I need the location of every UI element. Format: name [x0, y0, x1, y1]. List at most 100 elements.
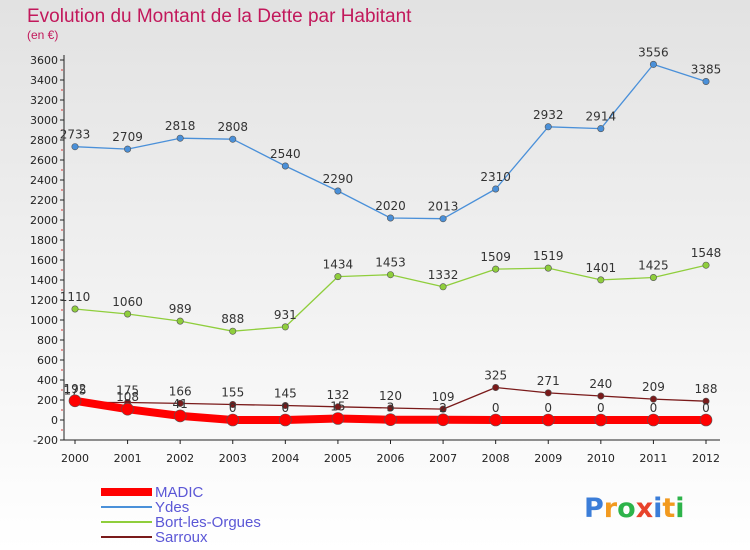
data-label-ydes: 3385	[691, 63, 722, 77]
data-point-ydes	[386, 214, 394, 222]
data-point-madic	[226, 413, 240, 427]
y-tick-label: -200	[33, 434, 58, 447]
data-point-sarroux	[229, 400, 237, 408]
y-tick-label: 800	[37, 334, 58, 347]
y-tick-label: 0	[51, 414, 58, 427]
data-point-ydes	[124, 145, 132, 153]
data-label-bort-les-orgues: 1453	[375, 256, 406, 270]
x-tick-label: 2002	[166, 452, 194, 465]
data-point-sarroux	[544, 389, 552, 397]
data-point-madic	[541, 413, 555, 427]
data-point-ydes	[702, 78, 710, 86]
data-label-sarroux: 209	[642, 380, 665, 394]
data-point-sarroux	[334, 403, 342, 411]
data-label-bort-les-orgues: 888	[221, 312, 244, 326]
data-point-bort-les-orgues	[702, 261, 710, 269]
data-point-bort-les-orgues	[229, 327, 237, 335]
data-point-ydes	[334, 187, 342, 195]
x-tick-label: 2012	[692, 452, 720, 465]
y-tick-label: 600	[37, 354, 58, 367]
data-point-bort-les-orgues	[597, 276, 605, 284]
y-tick-label: 3200	[30, 94, 58, 107]
data-label-sarroux: 240	[589, 377, 612, 391]
data-label-ydes: 2020	[375, 199, 406, 213]
data-label-madic: 2	[439, 401, 447, 415]
legend-label-madic: MADIC	[155, 484, 204, 501]
x-tick-label: 2005	[324, 452, 352, 465]
data-point-ydes	[229, 135, 237, 143]
data-label-ydes: 2818	[165, 119, 196, 133]
data-point-bort-les-orgues	[386, 271, 394, 279]
data-point-ydes	[597, 125, 605, 133]
data-point-sarroux	[597, 392, 605, 400]
data-label-madic: 0	[544, 401, 552, 415]
data-point-bort-les-orgues	[439, 283, 447, 291]
data-label-madic: 0	[650, 401, 658, 415]
data-label-sarroux: 145	[274, 387, 297, 401]
x-tick-label: 2007	[429, 452, 457, 465]
data-label-madic: 0	[282, 401, 290, 415]
x-tick-label: 2008	[482, 452, 510, 465]
data-point-madic	[68, 394, 82, 408]
data-point-bort-les-orgues	[649, 273, 657, 281]
data-point-madic	[121, 402, 134, 416]
data-point-ydes	[544, 123, 552, 131]
data-label-bort-les-orgues: 1519	[533, 249, 564, 263]
data-point-bort-les-orgues	[71, 305, 79, 313]
y-tick-label: 2000	[30, 214, 58, 227]
data-point-bort-les-orgues	[544, 264, 552, 272]
data-label-ydes: 2709	[112, 130, 143, 144]
data-point-sarroux	[176, 399, 184, 407]
data-point-ydes	[439, 215, 447, 223]
y-tick-label: 1800	[30, 234, 58, 247]
data-point-sarroux	[439, 405, 447, 413]
data-point-bort-les-orgues	[334, 273, 342, 281]
x-tick-label: 2009	[534, 452, 562, 465]
x-tick-label: 2010	[587, 452, 615, 465]
proxiti-logo: Proxiti	[584, 493, 685, 524]
data-label-ydes: 2310	[480, 170, 511, 184]
data-label-sarroux: 271	[537, 374, 560, 388]
data-point-madic	[331, 412, 345, 425]
data-point-sarroux	[492, 383, 500, 391]
legend-label-bort-les-orgues: Bort-les-Orgues	[155, 514, 261, 531]
data-point-bort-les-orgues	[281, 323, 289, 331]
data-point-madic	[279, 413, 292, 427]
data-label-ydes: 2914	[586, 110, 617, 124]
data-point-bort-les-orgues	[492, 265, 500, 273]
data-label-madic: 0	[702, 401, 710, 415]
data-label-madic: 41	[173, 397, 188, 411]
data-label-sarroux: 325	[484, 369, 507, 383]
data-label-madic: 108	[116, 390, 139, 404]
data-label-sarroux: 175	[116, 384, 139, 398]
data-label-sarroux: 175	[64, 384, 87, 398]
data-label-bort-les-orgues: 1509	[480, 250, 511, 264]
data-point-ydes	[71, 143, 79, 151]
data-label-bort-les-orgues: 1060	[112, 295, 143, 309]
data-label-ydes: 3556	[638, 45, 669, 59]
data-label-sarroux: 188	[695, 382, 718, 396]
data-point-ydes	[492, 185, 500, 193]
data-point-madic	[647, 413, 660, 427]
data-point-madic	[489, 413, 502, 427]
y-tick-label: 2800	[30, 134, 58, 147]
y-tick-label: 3000	[30, 114, 58, 127]
data-point-bort-les-orgues	[124, 310, 132, 318]
data-label-sarroux: 132	[326, 388, 349, 402]
data-label-bort-les-orgues: 1425	[638, 259, 669, 273]
data-label-sarroux: 120	[379, 389, 402, 403]
x-tick-label: 2003	[219, 452, 247, 465]
legend-label-ydes: Ydes	[155, 499, 189, 516]
chart-title: Evolution du Montant de la Dette par Hab…	[27, 6, 412, 27]
y-tick-label: 1400	[30, 274, 58, 287]
y-tick-label: 3400	[30, 74, 58, 87]
data-label-madic: 0	[492, 401, 500, 415]
y-tick-label: 400	[37, 374, 58, 387]
data-point-madic	[699, 413, 713, 427]
data-label-ydes: 2540	[270, 147, 301, 161]
y-tick-label: 2400	[30, 174, 58, 187]
data-label-bort-les-orgues: 1110	[60, 290, 91, 304]
data-point-sarroux	[702, 397, 710, 405]
data-label-bort-les-orgues: 1548	[691, 246, 722, 260]
